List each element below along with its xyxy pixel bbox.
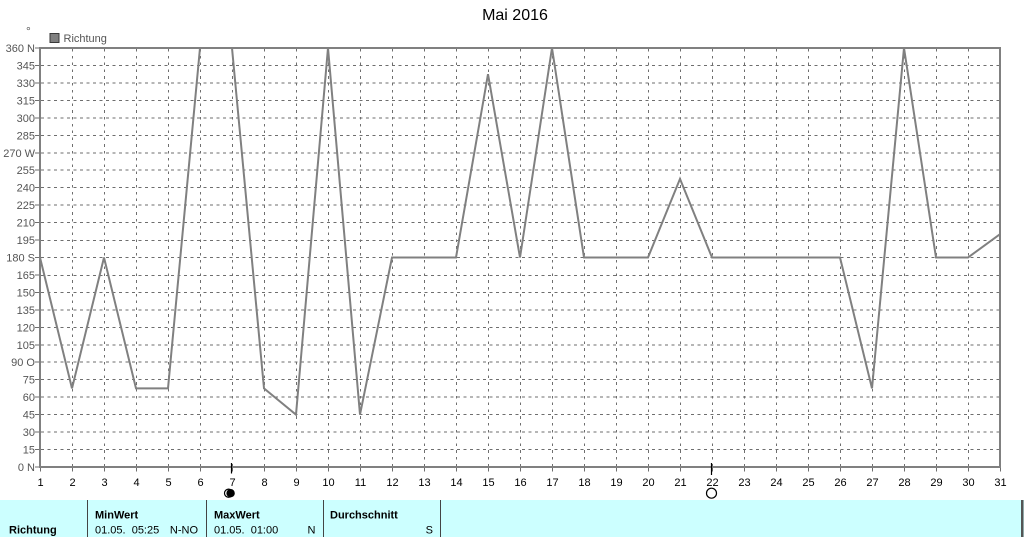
svg-text:6: 6 [197,477,203,489]
svg-text:30: 30 [962,477,974,489]
svg-text:18: 18 [578,477,590,489]
svg-text:315: 315 [17,95,35,107]
svg-text:N-NO: N-NO [170,525,199,537]
svg-text:21: 21 [674,477,686,489]
svg-text:25: 25 [802,477,814,489]
svg-text:24: 24 [770,477,782,489]
svg-text:7: 7 [229,477,235,489]
svg-text:135: 135 [17,305,35,317]
svg-text:60: 60 [23,392,35,404]
svg-text:Mai 2016: Mai 2016 [482,7,548,24]
svg-text:15: 15 [482,477,494,489]
svg-text:11: 11 [355,477,366,489]
svg-text:360 N: 360 N [6,43,35,55]
svg-text:90 O: 90 O [11,357,35,369]
svg-text:180 S: 180 S [6,253,35,265]
svg-text:300: 300 [17,113,35,125]
svg-text:Richtung: Richtung [9,525,57,537]
svg-text:45: 45 [23,410,35,422]
svg-text:28: 28 [898,477,910,489]
svg-text:S: S [426,525,433,537]
svg-text:4: 4 [133,477,139,489]
svg-text:1: 1 [37,477,43,489]
svg-text:22: 22 [706,477,718,489]
svg-text:195: 195 [17,235,35,247]
svg-text:14: 14 [450,477,462,489]
svg-text:210: 210 [17,218,35,230]
svg-text:15: 15 [23,445,35,457]
svg-text:23: 23 [738,477,750,489]
svg-text:°: ° [26,24,31,38]
svg-text:N: N [308,525,316,537]
svg-text:01.05. 01:00: 01.05. 01:00 [214,525,278,537]
svg-text:240: 240 [17,183,35,195]
svg-text:285: 285 [17,130,35,142]
svg-text:5: 5 [165,477,171,489]
svg-text:0 N: 0 N [18,462,35,474]
svg-text:345: 345 [17,61,35,73]
svg-text:29: 29 [930,477,942,489]
svg-text:Durchschnitt: Durchschnitt [330,510,398,522]
svg-text:150: 150 [17,287,35,299]
svg-text:255: 255 [17,165,35,177]
svg-text:26: 26 [834,477,846,489]
svg-text:MaxWert: MaxWert [214,510,260,522]
svg-text:Richtung: Richtung [64,33,107,45]
svg-text:330: 330 [17,78,35,90]
svg-text:75: 75 [23,375,35,387]
svg-text:30: 30 [23,427,35,439]
svg-text:8: 8 [261,477,267,489]
svg-text:01.05. 05:25: 01.05. 05:25 [95,525,159,537]
svg-text:16: 16 [514,477,526,489]
svg-text:27: 27 [866,477,878,489]
svg-text:9: 9 [293,477,299,489]
svg-text:225: 225 [17,200,35,212]
svg-text:165: 165 [17,270,35,282]
svg-text:270 W: 270 W [3,148,35,160]
svg-text:12: 12 [386,477,398,489]
svg-text:MinWert: MinWert [95,510,139,522]
svg-text:10: 10 [322,477,334,489]
svg-text:20: 20 [642,477,654,489]
svg-text:105: 105 [17,340,35,352]
svg-text:120: 120 [17,322,35,334]
svg-text:19: 19 [610,477,622,489]
svg-text:17: 17 [546,477,558,489]
svg-text:31: 31 [994,477,1006,489]
svg-text:2: 2 [69,477,75,489]
svg-text:3: 3 [101,477,107,489]
svg-text:13: 13 [418,477,430,489]
